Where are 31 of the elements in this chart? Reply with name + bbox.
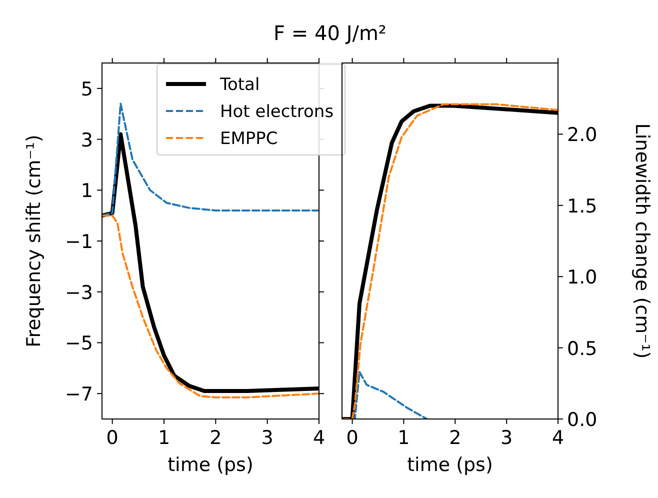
y2-tick-label: 0.0 <box>567 409 598 431</box>
x-tick-label: 4 <box>312 427 326 449</box>
x-tick-label: 1 <box>158 427 170 449</box>
x-tick-label: 0 <box>106 427 118 449</box>
x-tick-label: 3 <box>261 427 274 449</box>
y-tick-label: −7 <box>64 384 93 406</box>
x-tick-label: 1 <box>398 427 410 449</box>
x-axis-title: time (ps) <box>407 454 493 476</box>
y-tick-label: −3 <box>64 282 93 304</box>
legend-label: Hot electrons <box>220 102 334 122</box>
x-tick-label: 2 <box>210 427 222 449</box>
y-tick-label: 1 <box>80 180 93 202</box>
line-series <box>102 214 319 398</box>
y2-tick-label: 2.0 <box>567 124 598 146</box>
y-tick-label: −1 <box>64 231 93 253</box>
x-tick-label: 2 <box>449 427 462 449</box>
y2-axis-title: Linewidth change (cm⁻¹) <box>631 123 653 359</box>
y2-tick-label: 1.5 <box>567 195 598 218</box>
y-axis-title: Frequency shift (cm⁻¹) <box>23 134 45 348</box>
y-tick-label: 3 <box>80 129 93 152</box>
x-tick-label: 0 <box>346 427 358 449</box>
legend-label: EMPPC <box>220 129 278 149</box>
legend-label: Total <box>219 75 260 95</box>
y2-tick-label: 1.0 <box>567 266 598 289</box>
y-tick-label: 5 <box>80 78 93 100</box>
y2-tick-label: 0.5 <box>567 338 598 360</box>
x-tick-label: 4 <box>552 427 564 449</box>
x-tick-label: 3 <box>500 427 513 449</box>
y-tick-label: −5 <box>64 332 93 355</box>
x-axis-title: time (ps) <box>168 454 254 476</box>
chart-title: F = 40 J/m² <box>274 21 386 45</box>
